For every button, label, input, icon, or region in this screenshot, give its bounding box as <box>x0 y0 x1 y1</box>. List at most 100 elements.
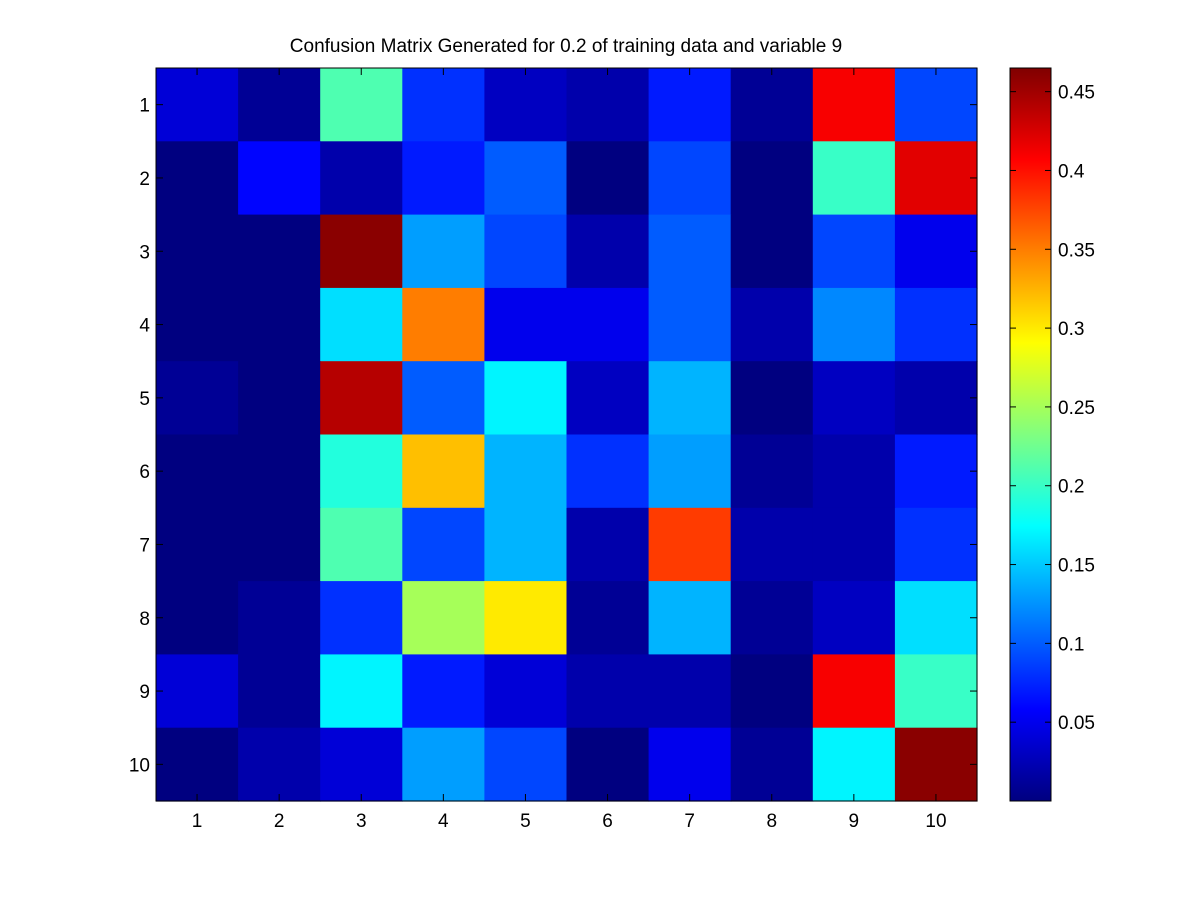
heatmap-cell <box>812 214 896 289</box>
heatmap-cell <box>402 654 485 729</box>
y-tick-label: 6 <box>139 462 150 483</box>
heatmap-cell <box>484 141 568 216</box>
y-tick-label: 9 <box>139 682 150 703</box>
heatmap-cell <box>648 434 732 509</box>
heatmap-cell <box>320 581 403 655</box>
heatmap-cell <box>566 214 650 289</box>
y-axis-ticks: 1 2 3 4 5 6 7 8 9 10 <box>129 96 977 776</box>
heatmap-cell <box>648 141 732 216</box>
heatmap-cell <box>402 727 485 802</box>
heatmap-cell <box>402 361 485 436</box>
heatmap-cell <box>320 654 403 729</box>
heatmap-cell <box>730 141 814 216</box>
colorbar-tick-label: 0.25 <box>1058 398 1095 419</box>
heatmap-cell <box>156 141 239 216</box>
x-tick-label: 10 <box>925 811 946 832</box>
heatmap-cell <box>238 361 321 436</box>
heatmap-cell <box>402 141 485 216</box>
y-tick-label: 3 <box>139 242 150 263</box>
colorbar-tick-label: 0.15 <box>1058 556 1095 577</box>
heatmap-cell <box>238 507 321 582</box>
heatmap-cell <box>320 507 403 582</box>
x-tick-label: 4 <box>438 811 449 832</box>
heatmap-cell <box>730 654 814 729</box>
heatmap-cell <box>730 434 814 509</box>
heatmap-cell <box>402 287 485 362</box>
heatmap-cell <box>320 214 403 289</box>
heatmap-cell <box>156 727 239 802</box>
heatmap-cell <box>320 287 403 362</box>
heatmap-cell <box>894 581 978 655</box>
heatmap-cell <box>566 727 650 802</box>
heatmap-cell <box>730 727 814 802</box>
heatmap-cell <box>484 434 568 509</box>
heatmap-cell <box>812 68 896 142</box>
heatmap-cell <box>894 361 978 436</box>
colorbar-tick-label: 0.2 <box>1058 477 1084 498</box>
colorbar-tick-label: 0.45 <box>1058 83 1095 104</box>
x-tick-label: 1 <box>192 811 203 832</box>
heatmap-cell <box>156 581 239 655</box>
heatmap-cell <box>812 581 896 655</box>
heatmap-cell <box>812 434 896 509</box>
x-tick-label: 2 <box>274 811 285 832</box>
heatmap-cell <box>894 507 978 582</box>
heatmap-cell <box>320 141 403 216</box>
x-tick-label: 7 <box>684 811 695 832</box>
x-axis-ticks: 1 2 3 4 5 6 7 8 9 10 <box>192 68 947 832</box>
heatmap-cell <box>238 214 321 289</box>
heatmap-cell <box>566 141 650 216</box>
heatmap-cell <box>320 727 403 802</box>
heatmap-cell <box>648 581 732 655</box>
x-tick-label: 8 <box>766 811 777 832</box>
x-tick-label: 5 <box>520 811 531 832</box>
heatmap-cell <box>484 581 568 655</box>
heatmap-cell <box>156 507 239 582</box>
heatmap-cell <box>238 727 321 802</box>
colorbar-tick-label: 0.3 <box>1058 319 1084 340</box>
colorbar <box>1010 68 1051 801</box>
heatmap-cells <box>156 68 978 802</box>
heatmap-cell <box>894 68 978 142</box>
y-tick-label: 10 <box>129 755 150 776</box>
heatmap-cell <box>812 654 896 729</box>
x-tick-label: 6 <box>602 811 613 832</box>
heatmap-cell <box>566 581 650 655</box>
heatmap-cell <box>894 141 978 216</box>
heatmap-cell <box>320 434 403 509</box>
x-tick-label: 3 <box>356 811 367 832</box>
heatmap-cell <box>894 434 978 509</box>
heatmap-cell <box>320 361 403 436</box>
plot-frame <box>155 67 978 802</box>
colorbar-frame <box>1009 67 1052 802</box>
heatmap-cell <box>402 507 485 582</box>
y-tick-label: 7 <box>139 535 150 556</box>
chart-title: Confusion Matrix Generated for 0.2 of tr… <box>290 36 842 57</box>
heatmap-cell <box>402 68 485 142</box>
heatmap-cell <box>812 287 896 362</box>
heatmap-cell <box>156 214 239 289</box>
heatmap-cell <box>648 361 732 436</box>
y-tick-label: 1 <box>139 96 150 117</box>
colorbar-tick-label: 0.4 <box>1058 161 1085 182</box>
heatmap-cell <box>894 214 978 289</box>
colorbar-tick-label: 0.1 <box>1058 634 1084 655</box>
heatmap-cell <box>648 654 732 729</box>
heatmap-cell <box>812 727 896 802</box>
heatmap-cell <box>566 361 650 436</box>
heatmap-cell <box>730 68 814 142</box>
heatmap-cell <box>894 727 978 802</box>
heatmap-cell <box>484 68 568 142</box>
heatmap-cell <box>238 654 321 729</box>
y-tick-label: 5 <box>139 389 150 410</box>
heatmap-cell <box>156 361 239 436</box>
heatmap-cell <box>484 361 568 436</box>
heatmap-cell <box>320 68 403 142</box>
heatmap-cell <box>238 287 321 362</box>
heatmap-cell <box>812 141 896 216</box>
heatmap-cell <box>238 581 321 655</box>
y-tick-label: 2 <box>139 169 150 190</box>
heatmap-cell <box>730 361 814 436</box>
heatmap-cell <box>238 68 321 142</box>
